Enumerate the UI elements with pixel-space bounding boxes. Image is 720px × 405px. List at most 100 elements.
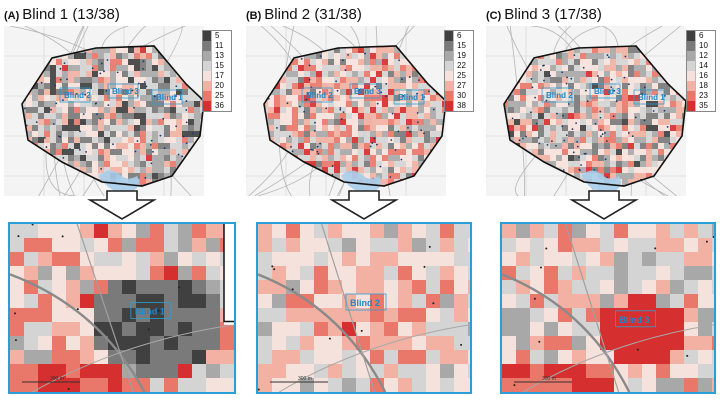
legend-value: 15 [215, 61, 224, 70]
zoom-map: Blind 3 300 m [502, 224, 714, 392]
color-legend: 6 10 12 14 16 18 23 35 [686, 30, 716, 112]
legend-entry: 10 [687, 41, 715, 51]
legend-value: 30 [457, 91, 466, 100]
legend-swatch [445, 71, 454, 81]
legend-swatch [445, 31, 454, 41]
legend-entry: 22 [445, 61, 473, 71]
legend-value: 27 [457, 81, 466, 90]
blind-label: Blind 2 [546, 91, 573, 100]
legend-value: 6 [457, 31, 462, 40]
blind-label: Blind 3 [594, 87, 621, 96]
legend-value: 25 [215, 91, 224, 100]
legend-entry: 5 [203, 31, 231, 41]
blind-label: Blind 2 [64, 91, 91, 100]
legend-entry: 38 [445, 101, 473, 111]
zoom-inset: Blind 1 300 m [8, 222, 236, 394]
zoom-inset: Blind 3 300 m [500, 222, 716, 394]
legend-entry: 12 [687, 51, 715, 61]
color-legend: 6 15 19 22 25 27 30 38 [444, 30, 474, 112]
legend-swatch [687, 51, 696, 61]
panel-letter: (C) [486, 10, 502, 22]
legend-swatch [203, 101, 212, 111]
panel-a: (A) Blind 1 (13/38) Blind 2 Blind 3 Blind 1… [0, 0, 240, 405]
legend-swatch [203, 51, 212, 61]
legend-entry: 14 [687, 61, 715, 71]
legend-swatch [203, 61, 212, 71]
down-arrow-icon [569, 190, 639, 220]
legend-swatch [687, 101, 696, 111]
legend-entry: 6 [687, 31, 715, 41]
blind-label: Blind 3 [354, 87, 381, 96]
legend-swatch [203, 91, 212, 101]
legend-value: 5 [215, 31, 220, 40]
legend-value: 13 [215, 51, 224, 60]
down-arrow-icon [329, 190, 399, 220]
legend-swatch [445, 41, 454, 51]
legend-value: 25 [457, 71, 466, 80]
scale-bar-label: 300 m [542, 376, 556, 382]
legend-value: 36 [215, 101, 224, 110]
zoom-inset: Blind 2 300 m [256, 222, 472, 394]
blind-label: Blind 1 [156, 93, 183, 102]
legend-value: 18 [699, 81, 708, 90]
blind-label: Blind 1 [398, 93, 425, 102]
down-arrow-icon [87, 190, 157, 220]
zoom-map: Blind 1 300 m [10, 224, 234, 392]
legend-swatch [687, 71, 696, 81]
panel-letter: (A) [4, 10, 20, 22]
legend-swatch [687, 41, 696, 51]
legend-swatch [203, 31, 212, 41]
legend-entry: 6 [445, 31, 473, 41]
blind-label: Blind 3 [112, 87, 139, 96]
zoom-map: Blind 2 300 m [258, 224, 470, 392]
zoom-blind-label: Blind 2 [350, 298, 380, 308]
legend-entry: 20 [203, 81, 231, 91]
panel-title: (C) Blind 3 (17/38) [486, 6, 602, 23]
legend-entry: 23 [687, 91, 715, 101]
scale-bar-label: 300 m [298, 376, 312, 382]
legend-entry: 15 [203, 61, 231, 71]
legend-value: 11 [215, 41, 224, 50]
legend-entry: 25 [445, 71, 473, 81]
legend-swatch [445, 61, 454, 71]
color-legend: 5 11 13 15 17 20 25 36 [202, 30, 232, 112]
panel-heading: Blind 1 (13/38) [22, 6, 120, 23]
panel-letter: (B) [246, 10, 262, 22]
legend-value: 14 [699, 61, 708, 70]
panel-c: (C) Blind 3 (17/38) Blind 2 Blind 3 Blind 1… [482, 0, 720, 405]
legend-entry: 15 [445, 41, 473, 51]
blind-label: Blind 2 [306, 91, 333, 100]
legend-swatch [445, 101, 454, 111]
legend-value: 22 [457, 61, 466, 70]
legend-swatch [445, 81, 454, 91]
legend-entry: 11 [203, 41, 231, 51]
legend-swatch [687, 31, 696, 41]
legend-value: 23 [699, 91, 708, 100]
legend-swatch [203, 71, 212, 81]
legend-entry: 17 [203, 71, 231, 81]
legend-swatch [687, 61, 696, 71]
zoom-blind-label: Blind 3 [619, 315, 649, 325]
legend-swatch [687, 81, 696, 91]
panel-b: (B) Blind 2 (31/38) Blind 2 Blind 3 Blind 1… [242, 0, 482, 405]
panel-title: (A) Blind 1 (13/38) [4, 6, 120, 23]
legend-entry: 16 [687, 71, 715, 81]
legend-value: 10 [699, 41, 708, 50]
blind-label: Blind 1 [638, 93, 665, 102]
legend-swatch [203, 41, 212, 51]
legend-entry: 18 [687, 81, 715, 91]
overview-map: Blind 2 Blind 3 Blind 1 [4, 26, 204, 196]
legend-entry: 36 [203, 101, 231, 111]
zoom-blind-label: Blind 1 [135, 306, 165, 316]
panel-heading: Blind 2 (31/38) [264, 6, 362, 23]
legend-value: 15 [457, 41, 466, 50]
scale-bar-label: 300 m [50, 376, 64, 382]
legend-value: 12 [699, 51, 708, 60]
overview-map: Blind 2 Blind 3 Blind 1 [246, 26, 446, 196]
legend-value: 35 [699, 101, 708, 110]
legend-value: 6 [699, 31, 704, 40]
legend-value: 16 [699, 71, 708, 80]
legend-entry: 30 [445, 91, 473, 101]
legend-value: 20 [215, 81, 224, 90]
legend-value: 38 [457, 101, 466, 110]
